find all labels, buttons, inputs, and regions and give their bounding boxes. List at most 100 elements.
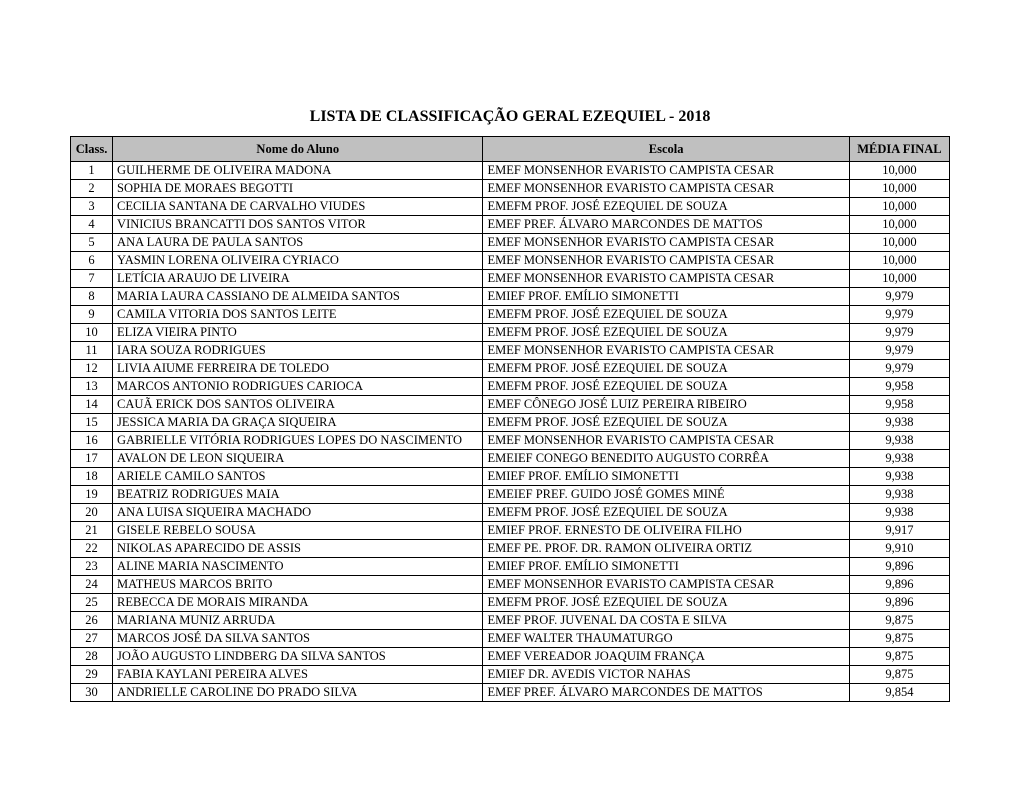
table-row: 6YASMIN LORENA OLIVEIRA CYRIACOEMEF MONS… bbox=[71, 252, 950, 270]
cell-avg: 9,979 bbox=[849, 306, 949, 324]
table-row: 8MARIA LAURA CASSIANO DE ALMEIDA SANTOSE… bbox=[71, 288, 950, 306]
cell-class: 5 bbox=[71, 234, 113, 252]
cell-avg: 9,958 bbox=[849, 396, 949, 414]
cell-school: EMEFM PROF. JOSÉ EZEQUIEL DE SOUZA bbox=[483, 360, 849, 378]
table-row: 15JESSICA MARIA DA GRAÇA SIQUEIRAEMEFM P… bbox=[71, 414, 950, 432]
col-header-class: Class. bbox=[71, 137, 113, 162]
table-row: 2SOPHIA DE MORAES BEGOTTIEMEF MONSENHOR … bbox=[71, 180, 950, 198]
cell-avg: 9,938 bbox=[849, 468, 949, 486]
cell-school: EMEIEF CONEGO BENEDITO AUGUSTO CORRÊA bbox=[483, 450, 849, 468]
cell-class: 2 bbox=[71, 180, 113, 198]
cell-name: ANA LUISA SIQUEIRA MACHADO bbox=[113, 504, 483, 522]
cell-avg: 10,000 bbox=[849, 180, 949, 198]
cell-avg: 9,958 bbox=[849, 378, 949, 396]
cell-class: 6 bbox=[71, 252, 113, 270]
cell-school: EMEF CÔNEGO JOSÉ LUIZ PEREIRA RIBEIRO bbox=[483, 396, 849, 414]
table-row: 10ELIZA VIEIRA PINTOEMEFM PROF. JOSÉ EZE… bbox=[71, 324, 950, 342]
cell-class: 16 bbox=[71, 432, 113, 450]
col-header-name: Nome do Aluno bbox=[113, 137, 483, 162]
cell-class: 7 bbox=[71, 270, 113, 288]
cell-avg: 9,896 bbox=[849, 594, 949, 612]
cell-school: EMIEF DR. AVEDIS VICTOR NAHAS bbox=[483, 666, 849, 684]
table-row: 21GISELE REBELO SOUSAEMIEF PROF. ERNESTO… bbox=[71, 522, 950, 540]
cell-avg: 9,910 bbox=[849, 540, 949, 558]
table-row: 26MARIANA MUNIZ ARRUDAEMEF PROF. JUVENAL… bbox=[71, 612, 950, 630]
table-header-row: Class. Nome do Aluno Escola MÉDIA FINAL bbox=[71, 137, 950, 162]
cell-class: 24 bbox=[71, 576, 113, 594]
cell-class: 27 bbox=[71, 630, 113, 648]
table-row: 28JOÃO AUGUSTO LINDBERG DA SILVA SANTOSE… bbox=[71, 648, 950, 666]
cell-avg: 9,875 bbox=[849, 612, 949, 630]
table-row: 4VINICIUS BRANCATTI DOS SANTOS VITOREMEF… bbox=[71, 216, 950, 234]
table-row: 23ALINE MARIA NASCIMENTOEMIEF PROF. EMÍL… bbox=[71, 558, 950, 576]
table-row: 5ANA LAURA DE PAULA SANTOSEMEF MONSENHOR… bbox=[71, 234, 950, 252]
cell-school: EMEF WALTER THAUMATURGO bbox=[483, 630, 849, 648]
cell-name: MARIA LAURA CASSIANO DE ALMEIDA SANTOS bbox=[113, 288, 483, 306]
cell-class: 30 bbox=[71, 684, 113, 702]
table-row: 14CAUÃ ERICK DOS SANTOS OLIVEIRAEMEF CÔN… bbox=[71, 396, 950, 414]
cell-avg: 9,896 bbox=[849, 576, 949, 594]
cell-name: IARA SOUZA RODRIGUES bbox=[113, 342, 483, 360]
cell-class: 13 bbox=[71, 378, 113, 396]
cell-class: 22 bbox=[71, 540, 113, 558]
cell-class: 9 bbox=[71, 306, 113, 324]
cell-name: CECILIA SANTANA DE CARVALHO VIUDES bbox=[113, 198, 483, 216]
cell-school: EMEF PROF. JUVENAL DA COSTA E SILVA bbox=[483, 612, 849, 630]
cell-school: EMIEF PROF. EMÍLIO SIMONETTI bbox=[483, 288, 849, 306]
cell-name: ALINE MARIA NASCIMENTO bbox=[113, 558, 483, 576]
cell-avg: 9,875 bbox=[849, 648, 949, 666]
cell-school: EMEF PE. PROF. DR. RAMON OLIVEIRA ORTIZ bbox=[483, 540, 849, 558]
cell-avg: 9,938 bbox=[849, 504, 949, 522]
cell-class: 26 bbox=[71, 612, 113, 630]
cell-name: LIVIA AIUME FERREIRA DE TOLEDO bbox=[113, 360, 483, 378]
cell-class: 10 bbox=[71, 324, 113, 342]
cell-name: ANA LAURA DE PAULA SANTOS bbox=[113, 234, 483, 252]
cell-class: 4 bbox=[71, 216, 113, 234]
cell-name: MARCOS JOSÉ DA SILVA SANTOS bbox=[113, 630, 483, 648]
cell-class: 19 bbox=[71, 486, 113, 504]
cell-avg: 9,979 bbox=[849, 288, 949, 306]
cell-school: EMEF MONSENHOR EVARISTO CAMPISTA CESAR bbox=[483, 180, 849, 198]
table-row: 12LIVIA AIUME FERREIRA DE TOLEDOEMEFM PR… bbox=[71, 360, 950, 378]
cell-school: EMEF MONSENHOR EVARISTO CAMPISTA CESAR bbox=[483, 252, 849, 270]
cell-school: EMEF MONSENHOR EVARISTO CAMPISTA CESAR bbox=[483, 162, 849, 180]
cell-school: EMEF PREF. ÁLVARO MARCONDES DE MATTOS bbox=[483, 216, 849, 234]
cell-avg: 9,917 bbox=[849, 522, 949, 540]
cell-avg: 9,896 bbox=[849, 558, 949, 576]
cell-name: ARIELE CAMILO SANTOS bbox=[113, 468, 483, 486]
table-row: 19BEATRIZ RODRIGUES MAIAEMEIEF PREF. GUI… bbox=[71, 486, 950, 504]
cell-class: 29 bbox=[71, 666, 113, 684]
cell-avg: 10,000 bbox=[849, 216, 949, 234]
ranking-table: Class. Nome do Aluno Escola MÉDIA FINAL … bbox=[70, 136, 950, 702]
cell-name: MARIANA MUNIZ ARRUDA bbox=[113, 612, 483, 630]
cell-name: REBECCA DE MORAIS MIRANDA bbox=[113, 594, 483, 612]
cell-class: 1 bbox=[71, 162, 113, 180]
cell-class: 25 bbox=[71, 594, 113, 612]
page-container: LISTA DE CLASSIFICAÇÃO GERAL EZEQUIEL - … bbox=[0, 0, 1020, 762]
cell-name: YASMIN LORENA OLIVEIRA CYRIACO bbox=[113, 252, 483, 270]
table-row: 16GABRIELLE VITÓRIA RODRIGUES LOPES DO N… bbox=[71, 432, 950, 450]
cell-school: EMIEF PROF. ERNESTO DE OLIVEIRA FILHO bbox=[483, 522, 849, 540]
col-header-school: Escola bbox=[483, 137, 849, 162]
cell-school: EMEFM PROF. JOSÉ EZEQUIEL DE SOUZA bbox=[483, 378, 849, 396]
cell-name: JESSICA MARIA DA GRAÇA SIQUEIRA bbox=[113, 414, 483, 432]
table-row: 9CAMILA VITORIA DOS SANTOS LEITEEMEFM PR… bbox=[71, 306, 950, 324]
cell-name: JOÃO AUGUSTO LINDBERG DA SILVA SANTOS bbox=[113, 648, 483, 666]
cell-school: EMIEF PROF. EMÍLIO SIMONETTI bbox=[483, 558, 849, 576]
cell-class: 14 bbox=[71, 396, 113, 414]
table-row: 7LETÍCIA ARAUJO DE LIVEIRAEMEF MONSENHOR… bbox=[71, 270, 950, 288]
cell-name: GISELE REBELO SOUSA bbox=[113, 522, 483, 540]
cell-avg: 10,000 bbox=[849, 162, 949, 180]
cell-class: 28 bbox=[71, 648, 113, 666]
cell-class: 8 bbox=[71, 288, 113, 306]
cell-avg: 9,979 bbox=[849, 360, 949, 378]
table-row: 18ARIELE CAMILO SANTOSEMIEF PROF. EMÍLIO… bbox=[71, 468, 950, 486]
cell-name: MARCOS ANTONIO RODRIGUES CARIOCA bbox=[113, 378, 483, 396]
cell-avg: 9,938 bbox=[849, 432, 949, 450]
cell-school: EMEF MONSENHOR EVARISTO CAMPISTA CESAR bbox=[483, 432, 849, 450]
cell-name: ELIZA VIEIRA PINTO bbox=[113, 324, 483, 342]
cell-school: EMEFM PROF. JOSÉ EZEQUIEL DE SOUZA bbox=[483, 414, 849, 432]
table-row: 24MATHEUS MARCOS BRITOEMEF MONSENHOR EVA… bbox=[71, 576, 950, 594]
cell-class: 21 bbox=[71, 522, 113, 540]
cell-avg: 9,938 bbox=[849, 450, 949, 468]
